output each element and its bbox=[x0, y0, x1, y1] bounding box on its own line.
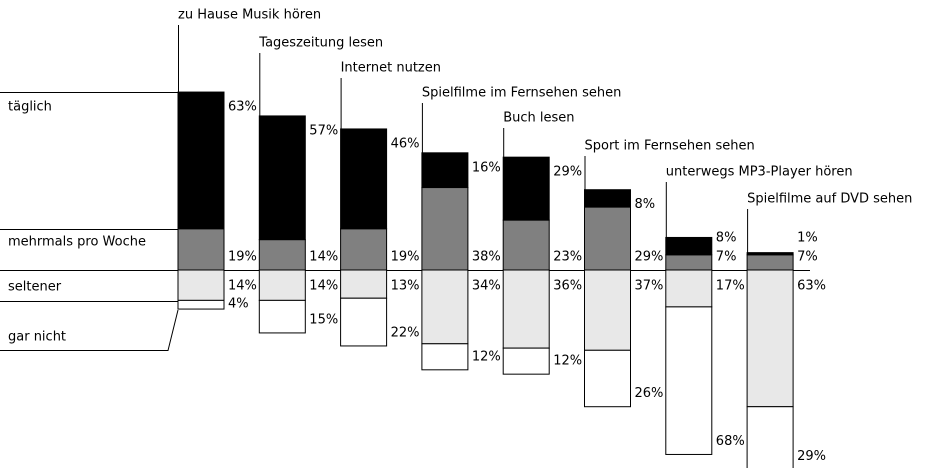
bar-segment bbox=[502, 347, 550, 375]
legend-label: gar nicht bbox=[8, 330, 66, 345]
bar-segment bbox=[177, 91, 225, 230]
value-label: 1% bbox=[797, 231, 818, 246]
bar-segment bbox=[258, 239, 306, 271]
bar-segment bbox=[177, 269, 225, 301]
value-label: 26% bbox=[635, 386, 664, 401]
value-label: 4% bbox=[228, 297, 249, 312]
value-label: 15% bbox=[309, 312, 338, 327]
value-label: 12% bbox=[472, 349, 501, 364]
bar-segment bbox=[502, 156, 550, 221]
value-label: 19% bbox=[228, 250, 257, 265]
bar-segment bbox=[584, 206, 631, 271]
value-label: 12% bbox=[553, 354, 582, 369]
category-label: unterwegs MP3-Player hören bbox=[666, 165, 853, 180]
category-label: Tageszeitung lesen bbox=[258, 36, 383, 51]
value-label: 63% bbox=[797, 279, 826, 294]
bar-segment bbox=[177, 228, 225, 271]
category-label: Buch lesen bbox=[503, 111, 574, 126]
value-label: 17% bbox=[716, 279, 745, 294]
value-label: 46% bbox=[391, 136, 420, 151]
bar-segment bbox=[502, 269, 550, 349]
value-label: 23% bbox=[553, 250, 582, 265]
value-label: 7% bbox=[716, 250, 737, 265]
bar-segment bbox=[258, 115, 306, 241]
value-label: 8% bbox=[716, 231, 737, 246]
bar-segment bbox=[584, 189, 631, 208]
bar-segment bbox=[665, 306, 713, 455]
legend-label: mehrmals pro Woche bbox=[8, 235, 146, 250]
bar-segment bbox=[746, 269, 794, 408]
value-label: 14% bbox=[309, 250, 338, 265]
bar-segment bbox=[258, 299, 306, 334]
bar-segment bbox=[584, 349, 631, 408]
category-label: Internet nutzen bbox=[341, 61, 441, 76]
bar-segment bbox=[421, 269, 469, 345]
value-label: 63% bbox=[228, 100, 257, 115]
bar-segment bbox=[665, 269, 713, 308]
bar-segment bbox=[177, 299, 225, 310]
value-label: 29% bbox=[635, 250, 664, 265]
bar-segment bbox=[502, 219, 550, 271]
value-label: 29% bbox=[797, 449, 826, 464]
value-label: 57% bbox=[309, 123, 338, 138]
value-label: 22% bbox=[391, 325, 420, 340]
value-label: 19% bbox=[391, 250, 420, 265]
bar-segment bbox=[340, 269, 388, 299]
bar-segment bbox=[746, 252, 794, 256]
category-label: zu Hause Musik hören bbox=[178, 8, 321, 23]
bar-segment bbox=[258, 269, 306, 301]
value-label: 16% bbox=[472, 160, 501, 175]
legend-label: seltener bbox=[8, 280, 62, 295]
value-label: 38% bbox=[472, 250, 501, 265]
bar-segment bbox=[665, 254, 713, 271]
value-label: 7% bbox=[797, 250, 818, 265]
bar-segment bbox=[421, 187, 469, 271]
value-label: 8% bbox=[635, 197, 656, 212]
bar-segment bbox=[584, 269, 631, 351]
bar-segment bbox=[340, 228, 388, 271]
bar-segment bbox=[746, 254, 794, 271]
bar-segment bbox=[746, 406, 794, 471]
value-label: 34% bbox=[472, 279, 501, 294]
bar-segment bbox=[665, 236, 713, 256]
bar-segment bbox=[340, 297, 388, 347]
category-label: Spielfilme im Fernsehen sehen bbox=[422, 86, 621, 101]
value-label: 36% bbox=[553, 279, 582, 294]
value-label: 13% bbox=[391, 279, 420, 294]
bar-segment bbox=[421, 343, 469, 371]
value-label: 29% bbox=[553, 165, 582, 180]
value-label: 14% bbox=[228, 279, 257, 294]
category-label: Spielfilme auf DVD sehen bbox=[747, 192, 912, 207]
value-label: 68% bbox=[716, 434, 745, 449]
category-label: Sport im Fernsehen sehen bbox=[585, 139, 755, 154]
bar-segment bbox=[340, 128, 388, 230]
legend-line bbox=[0, 309, 179, 351]
bar-segment bbox=[421, 152, 469, 189]
value-label: 14% bbox=[309, 279, 338, 294]
legend-label: täglich bbox=[8, 100, 52, 115]
value-label: 37% bbox=[635, 279, 664, 294]
